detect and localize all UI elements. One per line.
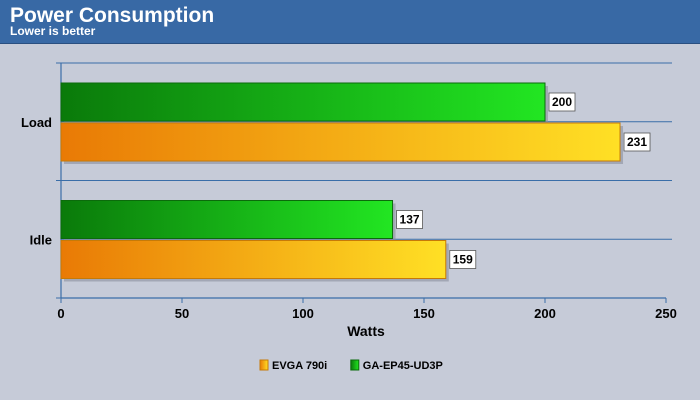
data-label: 231 [627, 135, 647, 149]
chart-title: Power Consumption [10, 4, 215, 27]
data-label: 159 [453, 253, 473, 267]
bar-evga-790i-load [60, 122, 621, 162]
legend-label: GA-EP45-UD3P [363, 360, 443, 372]
x-tick-label: 250 [655, 306, 677, 321]
category-label-idle: Idle [30, 232, 52, 247]
bar-ga-ep45-ud3p-load [60, 82, 546, 122]
legend-swatch [350, 359, 360, 371]
x-tick-label: 50 [175, 306, 189, 321]
chart-header: Power Consumption Lower is better [0, 0, 700, 44]
legend: EVGA 790i GA-EP45-UD3P [259, 359, 443, 372]
legend-label: EVGA 790i [272, 360, 327, 372]
labels: 0 50 100 150 200 250 Load 200 231 Idle 137 159 [21, 92, 677, 321]
data-label-box [548, 92, 576, 112]
data-label-box [396, 210, 423, 229]
x-axis-title: Watts [347, 323, 385, 339]
chart-subtitle: Lower is better [10, 24, 96, 38]
legend-swatch [259, 359, 269, 371]
data-label: 137 [400, 213, 420, 227]
category-label-load: Load [21, 115, 52, 130]
bars [60, 82, 624, 282]
x-tick-label: 100 [292, 306, 314, 321]
x-tick-label: 200 [534, 306, 556, 321]
x-tick-label: 150 [413, 306, 435, 321]
data-label-box [449, 250, 477, 269]
bar-ga-ep45-ud3p-idle [60, 200, 394, 239]
bar-evga-790i-idle [60, 240, 447, 279]
data-label: 200 [552, 95, 572, 109]
x-tick-label: 0 [57, 306, 64, 321]
data-label-box [623, 132, 651, 152]
